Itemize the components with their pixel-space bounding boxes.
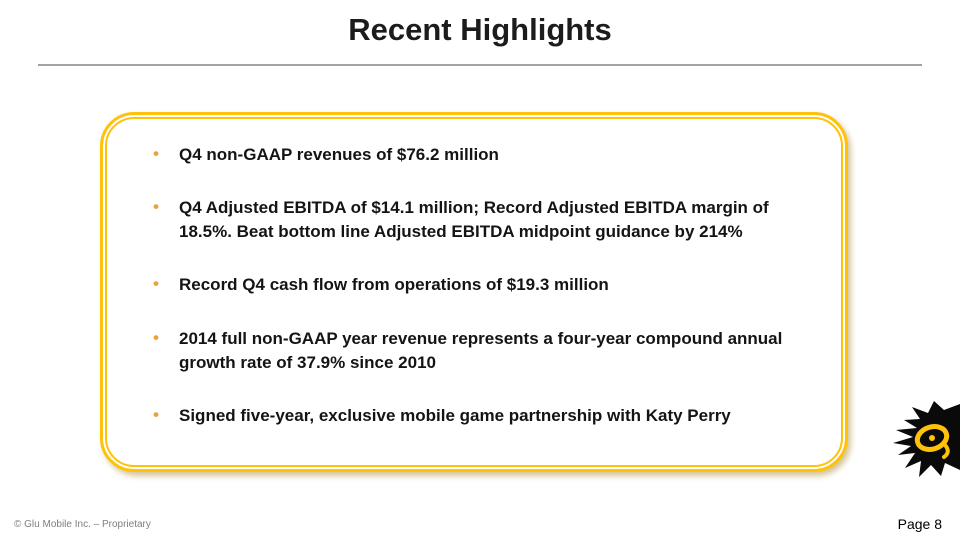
- bullet-item: Record Q4 cash flow from operations of $…: [149, 272, 819, 297]
- bullet-text: Q4 Adjusted EBITDA of $14.1 million; Rec…: [179, 198, 769, 242]
- highlights-box-inner-border: [105, 117, 843, 467]
- bullet-text: Q4 non-GAAP revenues of $76.2 million: [179, 145, 499, 164]
- highlights-box: Q4 non-GAAP revenues of $76.2 million Q4…: [100, 112, 848, 472]
- bullet-list: Q4 non-GAAP revenues of $76.2 million Q4…: [149, 142, 819, 457]
- bullet-item: Q4 Adjusted EBITDA of $14.1 million; Rec…: [149, 195, 819, 244]
- page-number: Page 8: [897, 516, 942, 532]
- bullet-text: 2014 full non-GAAP year revenue represen…: [179, 328, 783, 372]
- page-title: Recent Highlights: [348, 12, 612, 47]
- bullet-item: Q4 non-GAAP revenues of $76.2 million: [149, 142, 819, 167]
- bullet-item: Signed five-year, exclusive mobile game …: [149, 403, 819, 428]
- bullet-text: Signed five-year, exclusive mobile game …: [179, 405, 731, 425]
- bullet-text: Record Q4 cash flow from operations of $…: [179, 275, 609, 295]
- footer-copyright: © Glu Mobile Inc. – Proprietary: [14, 519, 151, 530]
- glu-splat-logo-icon: [893, 401, 960, 477]
- bullet-item: 2014 full non-GAAP year revenue represen…: [149, 325, 819, 375]
- title-underline: [38, 64, 922, 66]
